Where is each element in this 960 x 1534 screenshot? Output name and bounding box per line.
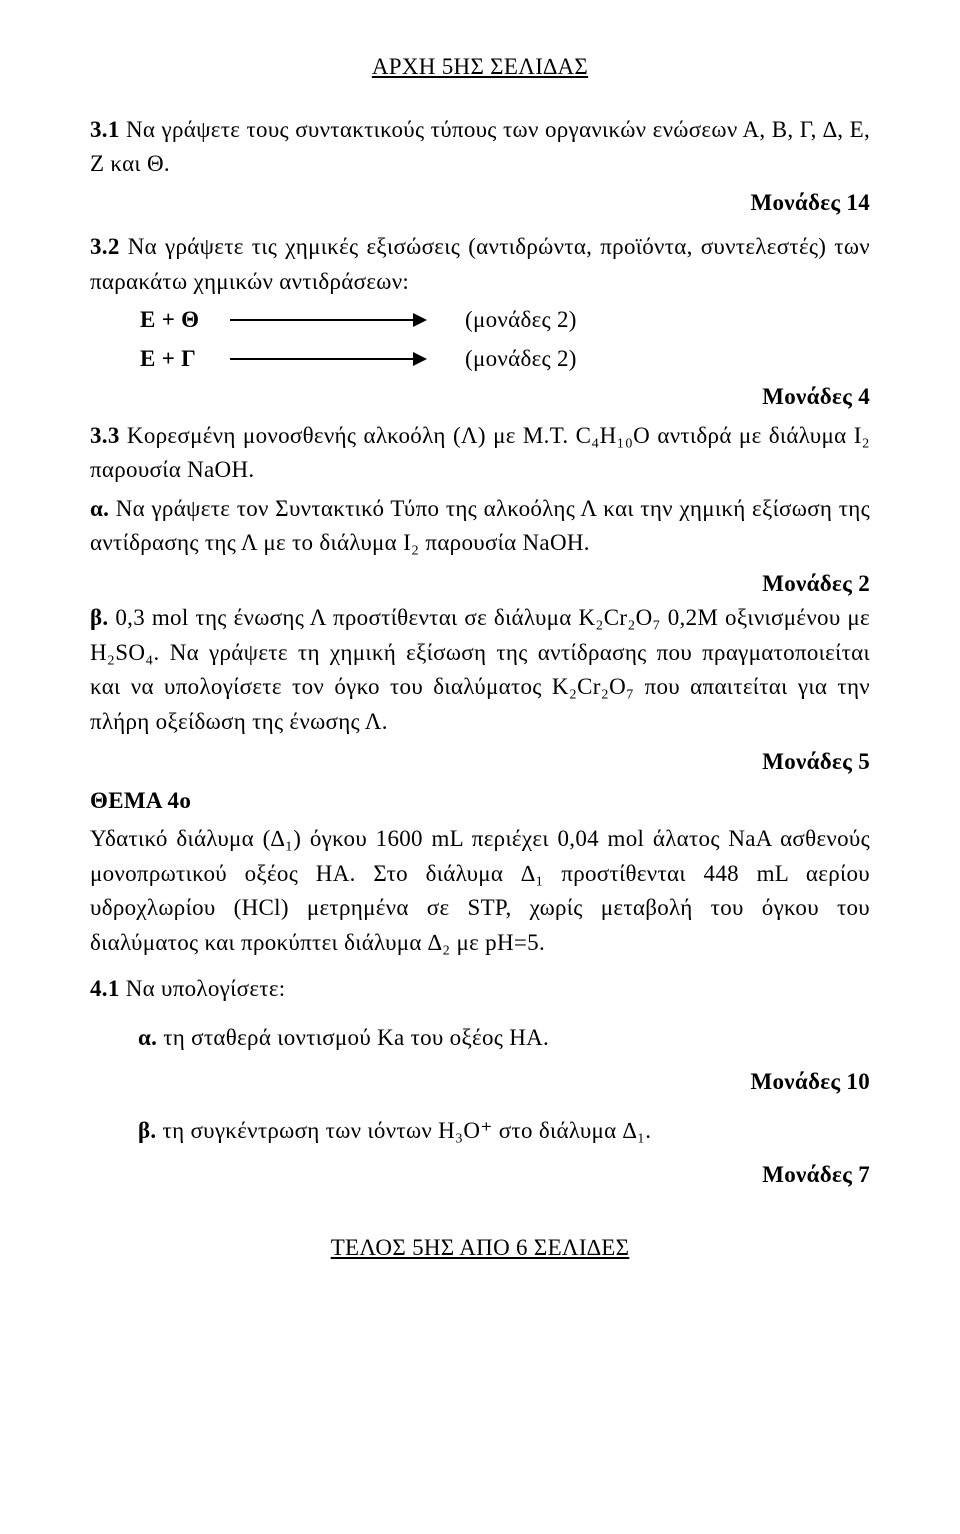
thema4-text: Υδατικό διάλυμα (∆₁) όγκου 1600 mL περιέ…	[90, 822, 870, 960]
thema4-b-marks: Μονάδες 7	[90, 1158, 870, 1193]
q33-b: β. 0,3 mol της ένωσης Λ προστίθενται σε …	[90, 601, 870, 739]
q32-arrow-row-1: Ε + Θ (μονάδες 2)	[140, 303, 870, 338]
q31-text: 3.1 Να γράψετε τους συντακτικούς τύπους …	[90, 113, 870, 182]
q41-text: Να υπολογίσετε:	[126, 976, 286, 1001]
page-footer: ΤΕΛΟΣ 5ΗΣ ΑΠΟ 6 ΣΕΛΙ∆ΕΣ	[90, 1231, 870, 1266]
q32-row2-text: (μονάδες 2)	[465, 342, 577, 377]
q41-label: 4.1	[90, 976, 120, 1001]
thema4-a-label: α.	[138, 1025, 157, 1050]
q33-body: Κορεσμένη μονοσθενής αλκοόλη (Λ) με Μ.Τ.…	[90, 423, 870, 483]
q33-a: α. Να γράψετε τον Συντακτικό Τύπο της αλ…	[90, 492, 870, 561]
thema4-a-marks: Μονάδες 10	[90, 1065, 870, 1100]
q41: 4.1 Να υπολογίσετε:	[90, 972, 870, 1007]
thema4-b-label: β.	[138, 1118, 156, 1143]
thema4-title: ΘΕΜΑ 4ο	[90, 784, 870, 819]
arrow-icon	[230, 358, 425, 360]
q33-a-label: α.	[90, 496, 109, 521]
q32-row2-label: Ε + Γ	[140, 342, 230, 377]
q32-row1-text: (μονάδες 2)	[465, 303, 577, 338]
q33-b-text: 0,3 mol της ένωσης Λ προστίθενται σε διά…	[90, 605, 870, 734]
arrow-icon	[230, 319, 425, 321]
q33-b-marks: Μονάδες 5	[90, 745, 870, 780]
q33-text: 3.3 Κορεσμένη μονοσθενής αλκοόλη (Λ) με …	[90, 419, 870, 488]
thema4-b: β. τη συγκέντρωση των ιόντων Η₃Ο⁺ στο δι…	[138, 1114, 870, 1149]
q32-marks: Μονάδες 4	[90, 380, 870, 415]
q32-arrow-row-2: Ε + Γ (μονάδες 2)	[140, 342, 870, 377]
q33-a-marks: Μονάδες 2	[90, 567, 870, 602]
q32-num: 3.2	[90, 234, 120, 259]
page-header: ΑΡΧΗ 5ΗΣ ΣΕΛΙ∆ΑΣ	[90, 50, 870, 85]
q33-a-text: Να γράψετε τον Συντακτικό Τύπο της αλκοό…	[90, 496, 870, 556]
q32-body: Να γράψετε τις χημικές εξισώσεις (αντιδρ…	[90, 234, 870, 294]
q33-b-label: β.	[90, 605, 108, 630]
q32-row1-label: Ε + Θ	[140, 303, 230, 338]
q31-body: Να γράψετε τους συντακτικούς τύπους των …	[90, 117, 870, 177]
thema4-b-text: τη συγκέντρωση των ιόντων Η₃Ο⁺ στο διάλυ…	[163, 1118, 652, 1143]
q31-num: 3.1	[90, 117, 120, 142]
q32-text: 3.2 Να γράψετε τις χημικές εξισώσεις (αν…	[90, 230, 870, 299]
q33-num: 3.3	[90, 423, 120, 448]
q31-marks: Μονάδες 14	[90, 186, 870, 221]
thema4-a: α. τη σταθερά ιοντισμού Κa του οξέος ΗΑ.	[138, 1021, 870, 1056]
thema4-a-text: τη σταθερά ιοντισμού Κa του οξέος ΗΑ.	[163, 1025, 549, 1050]
